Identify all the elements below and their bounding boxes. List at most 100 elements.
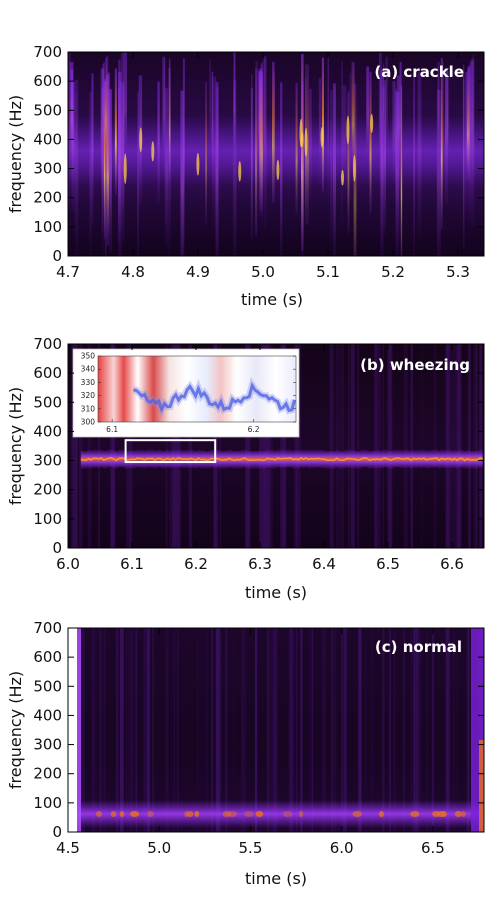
background-streak [296,344,301,548]
background-streak [176,628,179,832]
background-streak [87,344,92,548]
transient-streak [102,85,104,256]
inset-x-tick-label: 6.2 [248,425,260,434]
background-streak [171,344,174,548]
background-streak [288,628,290,832]
hot-spot [432,811,441,817]
background-streak [294,344,298,548]
background-streak [72,344,77,548]
transient-streak [117,88,120,243]
background-streak [413,628,416,832]
background-streak [448,344,451,548]
transient-streak [399,61,402,189]
panel-wheezing: 300 310 320 330 340 350 6.1 6.2 (b) wheezing 6.… [6,335,485,602]
transient-streak [381,86,386,228]
spectrogram-crackle [68,52,484,256]
background-streak [75,344,78,548]
x-tick-label: 5.3 [446,263,470,281]
hot-spot [129,811,140,817]
background-streak [449,628,451,832]
transient-streak [209,59,211,159]
background-streak [129,628,134,832]
background-streak [418,628,421,832]
y-tick-label: 600 [33,364,62,382]
background-streak [270,344,274,548]
plot-frame [67,51,485,257]
background-streak [289,628,293,832]
inset-y-tick-label: 310 [81,404,96,413]
x-tick-label: 6.3 [248,555,272,573]
background-streak [71,344,74,548]
background-streak [455,344,457,548]
transient-streak [472,54,474,194]
background-streak [343,628,348,832]
background-streak [169,344,175,548]
background-streak [468,628,471,832]
background-streak [103,628,106,832]
background-streak [358,628,362,832]
transient-streak [273,71,275,171]
transient-streak [114,68,117,196]
background-streak [300,628,303,832]
background-streak [335,628,337,832]
hot-spot [222,811,232,817]
panel-label: (a) crackle [374,63,464,81]
x-tick-label: 6.1 [120,555,144,573]
transient-streak [318,78,322,186]
x-tick-label: 6.0 [56,555,80,573]
y-tick-label: 400 [33,130,62,148]
background-streak [293,628,295,832]
x-axis-label: time (s) [245,583,307,602]
transient-streak [442,60,444,197]
inset-x-tick-label: 6.1 [106,425,118,434]
hot-spot [352,811,362,817]
transient-streak [330,89,333,249]
inset-y-tick-label: 340 [81,365,96,374]
background-streak [263,344,269,548]
highlight-box [124,439,217,464]
background-streak [266,344,272,548]
y-tick-label: 300 [33,160,62,178]
background-streak [466,628,469,832]
x-tick-label: 5.2 [381,263,405,281]
background-streak [274,628,278,832]
x-tick-label: 6.5 [421,839,445,857]
transient-streak [75,91,78,186]
y-tick-label: 200 [33,765,62,783]
transient-streak [259,71,264,211]
background-streak [165,344,168,548]
transient-streak [327,56,329,202]
plot-frame [67,627,485,833]
y-tick-label: 700 [33,335,62,353]
background-streak [364,628,367,832]
transient-streak [392,81,396,185]
background-streak [357,344,359,548]
transient-streak [182,58,185,254]
x-tick-label: 6.5 [376,555,400,573]
background-streak [119,628,124,832]
background-streak [403,344,408,548]
transient-streak [308,88,312,200]
background-streak [196,628,200,832]
background-streak [350,344,355,548]
background-streak [232,628,235,832]
background-streak [91,628,95,832]
y-tick-label: 300 [33,452,62,470]
inset-y-tick-label: 330 [81,378,96,387]
transient-streak [385,56,388,162]
background-streak [431,628,435,832]
hot-spot [341,169,345,186]
background-streak [473,344,476,548]
background-streak [410,344,414,548]
y-axis-label: frequency (Hz) [6,671,25,789]
x-tick-label: 6.4 [312,555,336,573]
x-tick-label: 6.6 [440,555,464,573]
background-streak [188,344,193,548]
background-streak [82,628,85,832]
x-tick-label: 6.0 [330,839,354,857]
hot-spot [244,811,254,817]
background-streak [165,628,169,832]
background-streak [128,628,130,832]
x-tick-label: 4.9 [186,263,210,281]
hot-spot [346,115,350,145]
